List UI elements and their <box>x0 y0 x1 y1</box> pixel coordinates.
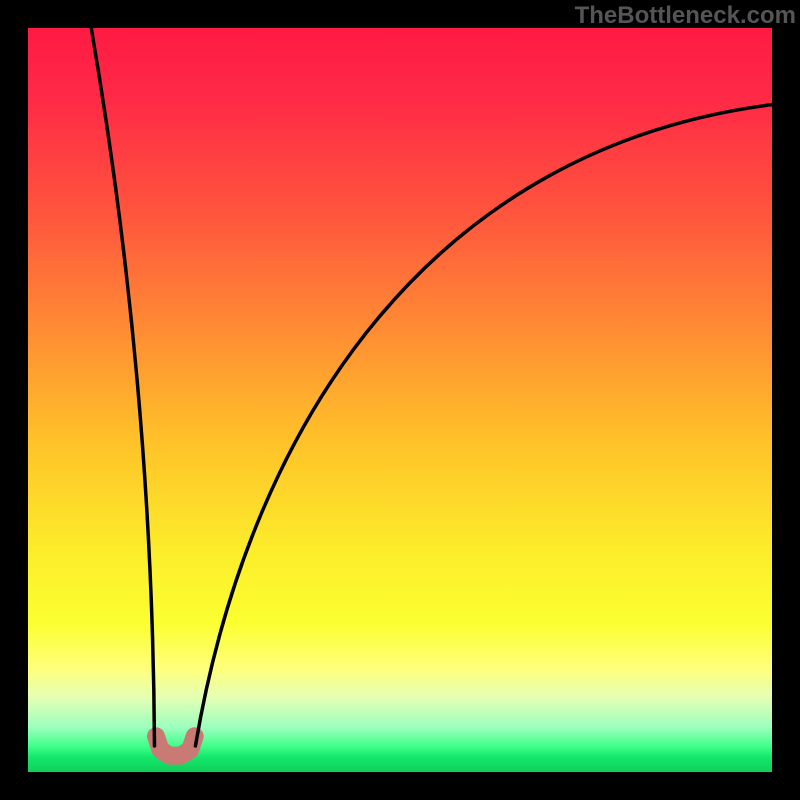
curve-left-branch <box>91 28 154 746</box>
plot-area <box>28 28 772 772</box>
curve-layer <box>28 28 772 772</box>
curve-right-branch <box>195 105 772 746</box>
watermark-text: TheBottleneck.com <box>575 2 796 30</box>
dip-marker <box>156 736 195 755</box>
